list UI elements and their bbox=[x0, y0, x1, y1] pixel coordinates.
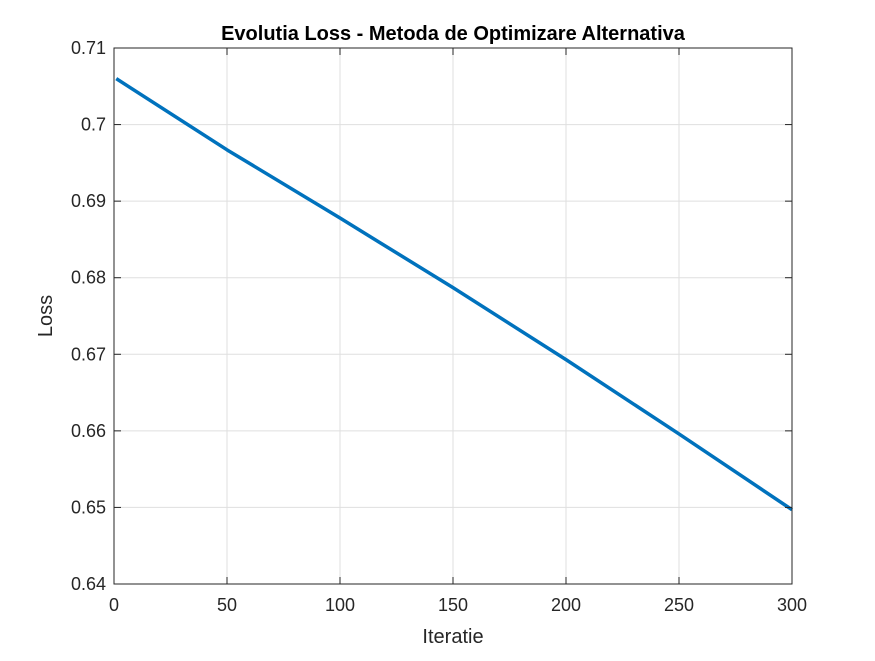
x-tick-label: 200 bbox=[551, 595, 581, 615]
y-tick-label: 0.65 bbox=[71, 497, 106, 517]
series-line bbox=[115, 77, 793, 512]
x-axis-label: Iteratie bbox=[422, 626, 483, 648]
series-layer bbox=[115, 77, 793, 512]
x-tick-label: 0 bbox=[109, 595, 119, 615]
y-tick-label: 0.7 bbox=[81, 115, 106, 135]
y-axis-label: Loss bbox=[35, 295, 57, 337]
x-tick-label: 100 bbox=[325, 595, 355, 615]
y-tick-label: 0.67 bbox=[71, 344, 106, 364]
chart-title: Evolutia Loss - Metoda de Optimizare Alt… bbox=[221, 23, 686, 45]
y-tick-label: 0.66 bbox=[71, 421, 106, 441]
grid bbox=[114, 48, 792, 584]
y-tick-label: 0.71 bbox=[71, 38, 106, 58]
x-tick-label: 250 bbox=[664, 595, 694, 615]
y-tick-label: 0.64 bbox=[71, 574, 106, 594]
x-tick-label: 150 bbox=[438, 595, 468, 615]
x-tick-label: 50 bbox=[217, 595, 237, 615]
y-tick-label: 0.68 bbox=[71, 268, 106, 288]
ticks bbox=[113, 47, 793, 585]
tick-labels: 0 50 100 150 200 250 300 0.64 0.65 0.66 0.67 0.68 0.… bbox=[71, 38, 807, 615]
y-tick-label: 0.69 bbox=[71, 191, 106, 211]
x-tick-label: 300 bbox=[777, 595, 807, 615]
